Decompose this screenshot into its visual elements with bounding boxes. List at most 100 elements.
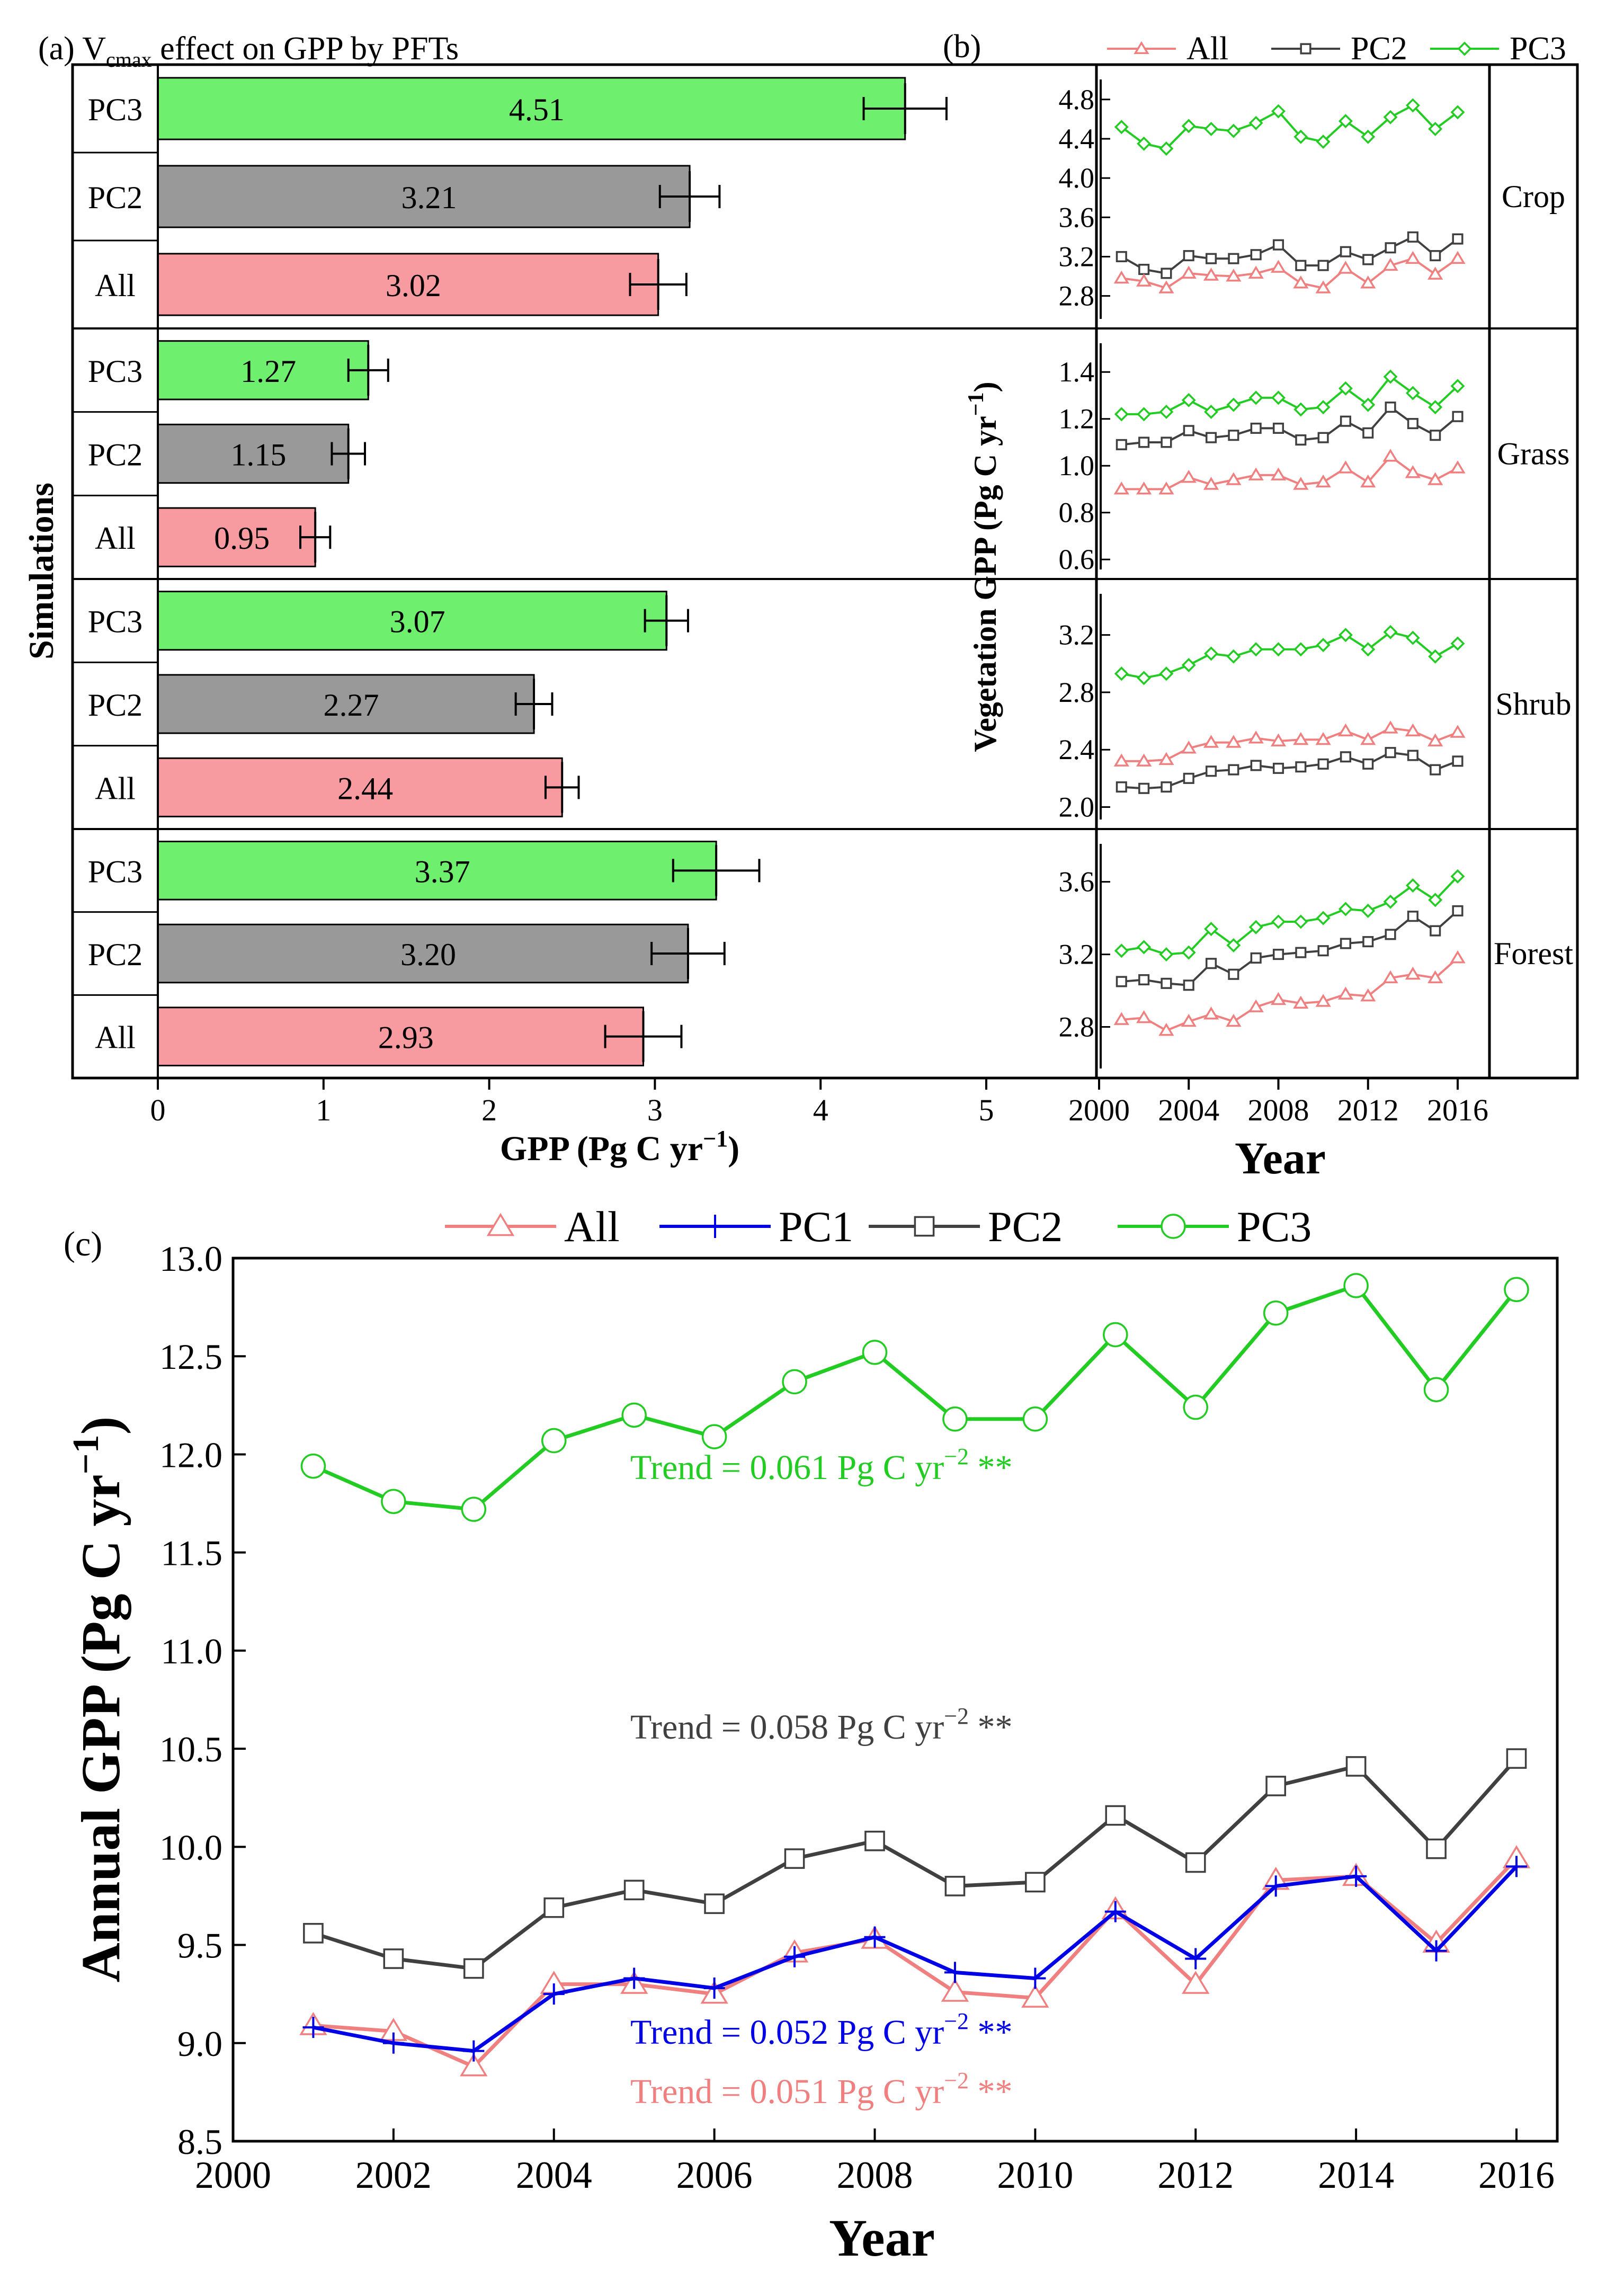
point-all [1293, 995, 1309, 1009]
point-all [1136, 482, 1152, 495]
point-pc3 [1271, 642, 1286, 657]
point-pc2 [1295, 260, 1307, 271]
point-pc2 [1272, 422, 1284, 434]
point-pc3 [1361, 903, 1376, 918]
point-pc2 [1452, 411, 1464, 422]
point-pc2 [784, 1848, 805, 1869]
series-line-pc3 [313, 1283, 1518, 1511]
category-label-pc2: PC2 [88, 688, 142, 723]
trend-annotation-pc2-part: Trend = 0.058 Pg C yr [630, 1708, 944, 1747]
x-tick-label: 2006 [676, 2154, 753, 2196]
point-pc2 [1430, 250, 1441, 262]
panel-c-y-axis-label: Annual GPP (Pg C yr−1) [66, 1417, 131, 1983]
point-all [1405, 723, 1421, 737]
point-all [1181, 265, 1197, 279]
point-all [1427, 266, 1443, 280]
point-all [1203, 1007, 1219, 1020]
x-tick-label: 3 [647, 1093, 663, 1127]
point-pc1 [302, 2017, 324, 2038]
point-pc3 [701, 1424, 727, 1449]
point-pc2 [1345, 1756, 1367, 1777]
panel-a-title-part: effect on GPP by PFTs [152, 31, 459, 67]
bar-value-label: 3.20 [400, 937, 456, 972]
point-pc3 [942, 1406, 968, 1432]
point-pc3 [1293, 914, 1308, 929]
x-tick-label: 2002 [355, 2154, 432, 2196]
point-pc3 [1293, 402, 1308, 417]
point-all [1360, 474, 1376, 488]
point-pc2 [1272, 239, 1284, 251]
point-all [941, 1979, 969, 2002]
panel-c-y-axis-label-part: −1 [66, 1435, 106, 1474]
point-all [1248, 999, 1264, 1012]
y-tick-label: 4.8 [1059, 84, 1095, 115]
x-tick-label: 2 [481, 1093, 497, 1127]
panel-c-x-axis-label: Year [829, 2208, 935, 2267]
point-pc3 [1316, 638, 1331, 653]
panel-c-frame [231, 1257, 1559, 2143]
x-tick-label: 2004 [516, 2154, 592, 2196]
point-pc1 [1024, 1967, 1046, 1989]
legend-label: PC3 [1237, 1203, 1311, 1251]
point-pc3 [862, 1340, 888, 1365]
x-tick-label: 2004 [1158, 1093, 1219, 1127]
point-pc3 [1248, 115, 1263, 130]
point-pc2 [1340, 246, 1351, 257]
panel-a-x-axis-label: GPP (Pg C yr−1) [500, 1126, 739, 1168]
point-pc3 [1204, 646, 1219, 661]
point-pc3 [1103, 1322, 1128, 1348]
point-pc1 [1425, 1940, 1447, 1962]
panel-c-title: (c) [64, 1225, 102, 1263]
y-tick-label: 1.4 [1059, 356, 1095, 388]
point-pc3 [1137, 407, 1152, 422]
bar-value-label: 3.37 [415, 854, 470, 889]
bar-value-label: 2.27 [324, 688, 379, 723]
point-pc3 [1248, 642, 1263, 657]
trend-annotation-pc1-part: ** [969, 2013, 1013, 2052]
point-pc2 [1340, 938, 1351, 949]
point-pc3 [1405, 386, 1420, 400]
point-pc2 [1138, 264, 1150, 275]
point-all [1315, 280, 1331, 293]
point-pc3 [1450, 869, 1465, 884]
category-label-pc3: PC3 [88, 92, 142, 127]
point-pc1 [1104, 1901, 1126, 1922]
point-pc1 [1506, 1856, 1527, 1877]
facet-strip-label: Crop [1502, 179, 1565, 214]
point-all [1158, 280, 1174, 293]
point-all [1203, 735, 1219, 748]
panel-a-x-axis-label-part: ) [728, 1129, 739, 1168]
point-all [1450, 251, 1466, 264]
facet-crop: 2.8 3.2 3.6 4.0 4.4 4.8 Crop [1059, 79, 1565, 319]
panel-a-title: (a) Vcmax effect on GPP by PFTs [38, 31, 459, 72]
point-pc3 [1405, 98, 1420, 113]
point-pc3 [1428, 649, 1443, 664]
point-pc2 [1362, 936, 1374, 948]
y-tick-label: 8.5 [177, 2122, 222, 2162]
point-all [1382, 449, 1398, 462]
panel-a-x-axis-label-part: GPP (Pg C yr [500, 1129, 703, 1168]
y-tick-label: 4.0 [1059, 162, 1095, 194]
trend-annotation-pc3: Trend = 0.061 Pg C yr−2 ** [630, 1444, 1013, 1487]
y-tick-label: 11.0 [161, 1631, 222, 1671]
point-pc3 [1263, 1300, 1289, 1326]
bar-value-label: 3.07 [390, 604, 445, 639]
panel-b-y-axis-label-part: ) [968, 381, 1003, 392]
point-pc3 [1159, 404, 1174, 419]
point-all [1360, 275, 1376, 289]
point-all [1337, 986, 1354, 1000]
point-pc2 [1265, 1776, 1287, 1796]
point-pc2 [1317, 260, 1329, 271]
facet-strip-label: Shrub [1495, 687, 1571, 722]
point-pc2 [1272, 762, 1284, 774]
y-tick-label: 2.4 [1059, 734, 1095, 765]
point-pc3 [1504, 1277, 1529, 1303]
point-pc2 [1430, 764, 1441, 776]
point-pc3 [1361, 642, 1376, 657]
point-pc2 [1183, 772, 1194, 784]
y-tick-label: 3.6 [1059, 201, 1095, 233]
point-pc3 [1114, 666, 1129, 681]
point-pc3 [1159, 666, 1174, 681]
legend-marker-pc2 [1300, 43, 1311, 55]
